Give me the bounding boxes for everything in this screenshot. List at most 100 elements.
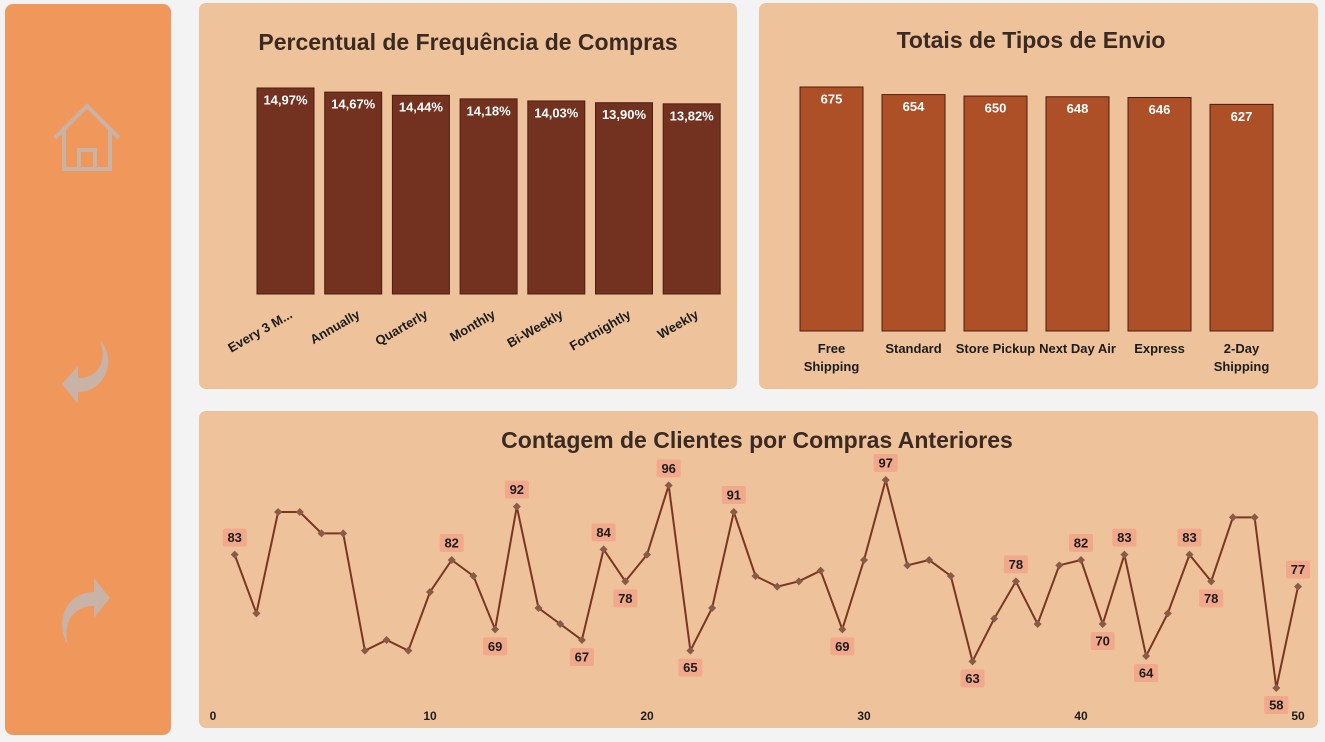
x-tick-label: Standard [885,341,942,356]
data-label: 14,67% [331,97,376,112]
data-label: 14,03% [534,105,579,120]
marker [1228,513,1237,522]
bar [799,86,864,332]
data-label: 92 [510,482,524,497]
data-label: 650 [985,100,1007,115]
marker [990,614,999,623]
marker [664,481,673,490]
data-label-bg [656,459,681,478]
data-label: 65 [683,660,697,675]
bar [256,87,315,295]
marker [1142,652,1151,660]
data-label-bg [569,648,594,666]
data-label: 70 [1095,633,1109,648]
marker [621,577,630,586]
data-label: 675 [821,91,843,106]
back-icon [62,340,109,404]
data-label: 14,18% [467,103,512,118]
marker [512,502,521,511]
x-tick-label: 0 [210,709,217,723]
data-label: 58 [1269,697,1283,712]
marker [1033,620,1042,628]
data-label: 646 [1149,102,1171,117]
data-label-bg [439,534,464,552]
x-tick-label: 40 [1074,709,1088,723]
marker [946,572,955,580]
marker [773,582,782,591]
data-label: 654 [903,99,925,114]
data-label: 13,82% [670,108,715,123]
marker [556,620,565,628]
data-label-bg [1069,534,1093,552]
data-label-bg [1090,632,1115,650]
home-button[interactable] [53,103,121,171]
marker [230,550,239,559]
forward-button[interactable] [62,578,110,645]
back-button[interactable] [62,340,109,404]
marker [382,636,391,644]
bar [391,94,450,295]
data-label: 69 [488,639,502,654]
bar [459,98,518,295]
bar [1045,96,1110,332]
data-label: 78 [1204,591,1218,606]
bar [595,102,653,295]
bar [662,103,721,295]
marker [1077,556,1085,564]
x-tick-label: 30 [857,709,871,723]
marker [686,646,695,655]
marker [838,625,847,634]
data-label-bg [222,528,247,547]
bar [1127,96,1192,332]
marker [577,636,586,644]
data-label: 627 [1231,109,1253,124]
x-tick-label: 10 [423,709,437,723]
marker [339,529,348,538]
x-tick-label: Express [1134,341,1185,356]
data-label-bg [1177,528,1202,547]
chart-title: Contagem de Clientes por Compras Anterio… [501,427,1013,453]
forward-icon [62,578,110,645]
marker [274,508,283,516]
data-label-bg [1003,555,1028,574]
bar [881,94,946,332]
data-label: 67 [575,649,589,664]
marker [1163,609,1172,618]
marker [1011,577,1020,586]
marker [708,604,717,612]
data-label-bg [1112,528,1137,547]
data-label-bg [678,658,703,677]
marker [860,556,868,564]
data-label-bg [613,589,638,608]
marker [1120,550,1129,559]
marker [881,476,890,484]
marker [1098,620,1107,628]
marker [1294,582,1302,591]
data-label-bg [1286,560,1310,579]
marker [1185,550,1194,559]
x-tick-label: 50 [1291,709,1305,723]
data-label: 78 [1009,557,1023,572]
data-label: 77 [1291,562,1305,577]
bar [527,100,586,295]
marker [751,572,760,580]
bar [1209,103,1274,332]
marker [360,646,369,655]
marker [925,556,934,564]
chart-title: Percentual de Frequência de Compras [258,29,677,55]
data-label-bg [1199,589,1224,608]
data-label: 91 [727,487,741,502]
data-label-bg [504,480,529,499]
sidebar [5,4,171,735]
marker [469,572,478,580]
data-label: 64 [1139,665,1154,680]
data-label: 63 [965,671,979,686]
data-label-bg [591,523,616,542]
data-label: 83 [227,530,241,545]
marker [1272,684,1281,692]
data-label: 82 [1074,535,1088,550]
marker [1207,577,1216,586]
marker [426,588,434,596]
data-label: 14,97% [263,92,308,107]
